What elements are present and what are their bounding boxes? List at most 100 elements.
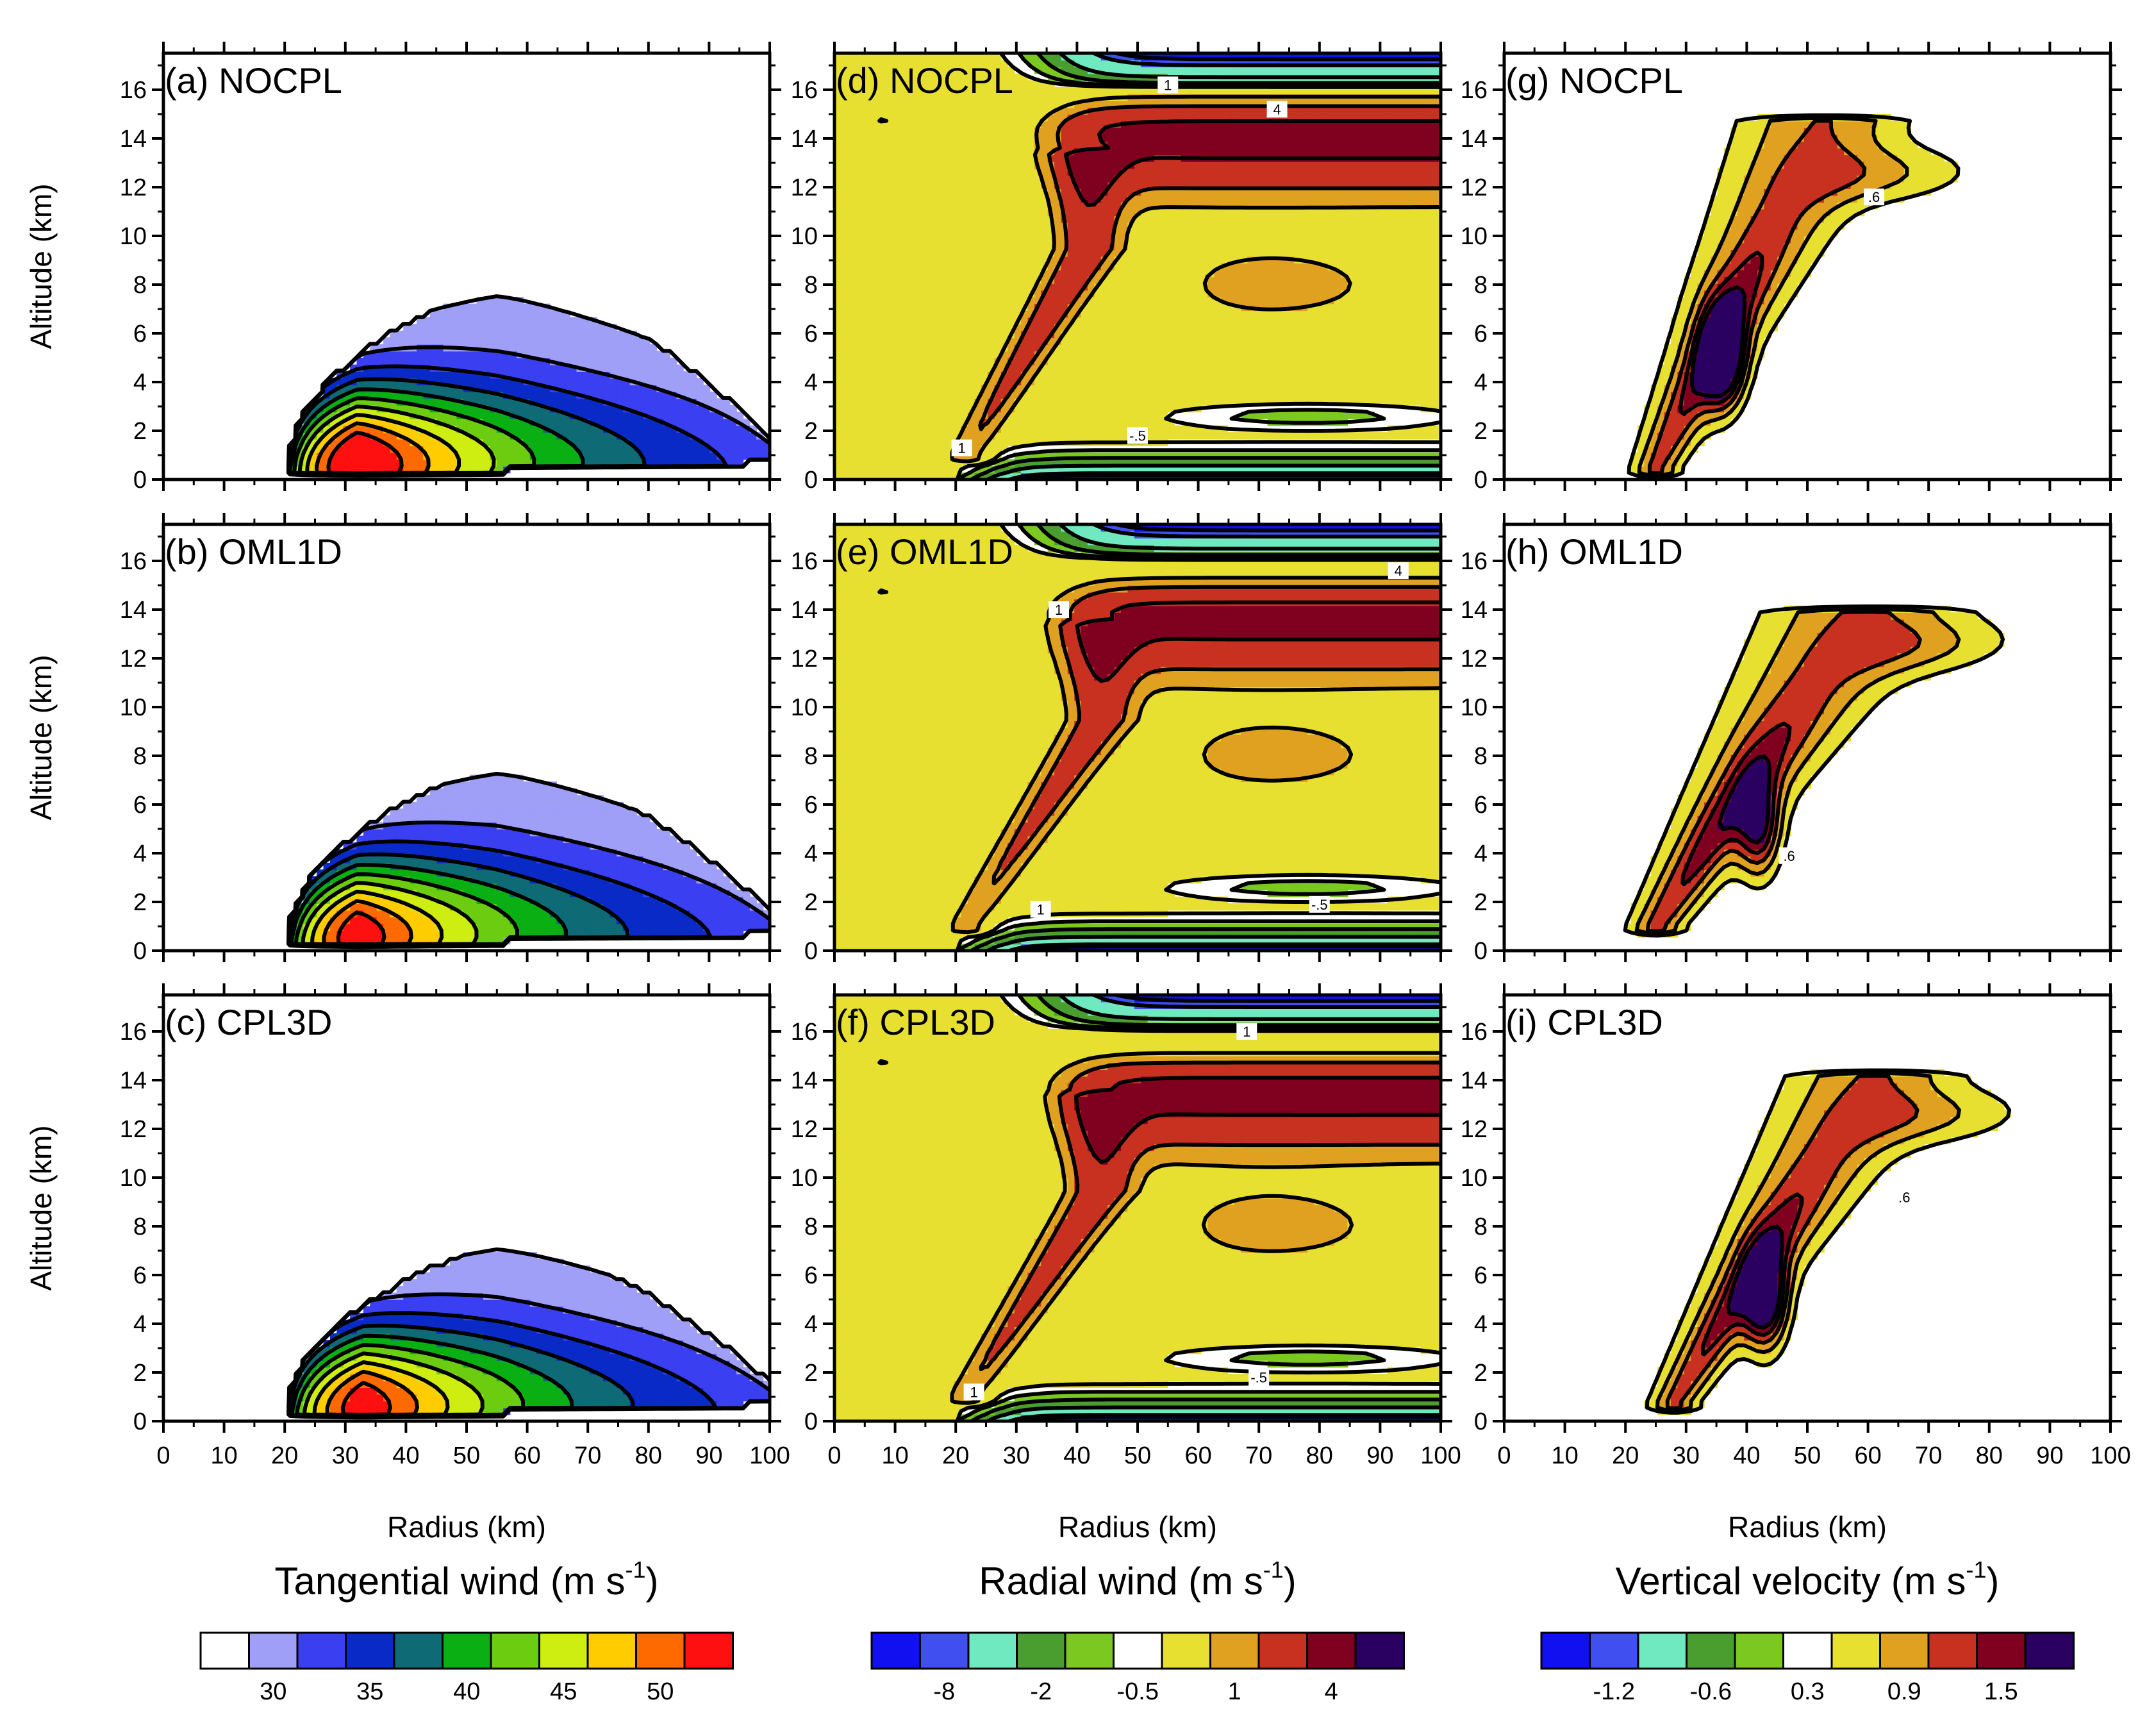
contour-fill-cell <box>643 438 651 447</box>
contour-fill-cell <box>629 1326 637 1334</box>
contour-fill-cell <box>676 883 684 890</box>
contour-fill-cell <box>1188 425 1195 433</box>
contour-fill-cell <box>543 330 551 338</box>
contour-fill-cell <box>536 862 544 871</box>
contour-fill-cell <box>616 358 624 365</box>
contour-fill-cell <box>603 459 611 467</box>
contour-fill-cell <box>609 815 617 823</box>
contour-fill-cell <box>629 425 637 433</box>
contour-fill-cell <box>1107 412 1115 419</box>
contour-fill-cell <box>603 1285 611 1294</box>
contour-fill-cell <box>403 917 411 924</box>
contour-fill-cell <box>629 412 637 419</box>
contour-fill-cell <box>517 1252 524 1260</box>
contour-fill-cell <box>317 419 324 426</box>
contour-fill-cell <box>756 903 764 911</box>
contour-fill-cell <box>656 876 664 884</box>
contour-fill-cell <box>1121 404 1129 413</box>
contour-fill-cell <box>456 1367 464 1374</box>
contour-fill-cell <box>716 432 724 440</box>
contour-fill-cell <box>676 849 684 857</box>
contour-fill-cell <box>383 371 391 379</box>
contour-fill-cell <box>543 822 551 830</box>
contour-fill-cell <box>383 1360 391 1368</box>
contour-fill-cell <box>596 862 604 871</box>
contour-fill-cell <box>490 795 497 803</box>
contour-fill-cell <box>556 337 564 345</box>
contour-fill-cell <box>456 371 464 379</box>
contour-fill-cell <box>729 432 737 440</box>
contour-fill-cell <box>549 438 558 447</box>
contour-fill-cell <box>1327 459 1335 467</box>
contour-fill-cell <box>383 1326 391 1334</box>
contour-fill-cell <box>490 1407 497 1415</box>
contour-fill-cell <box>1094 391 1102 399</box>
contour-fill-cell <box>443 788 451 796</box>
contour-fill-cell <box>854 404 862 413</box>
contour-fill-cell <box>683 419 691 426</box>
contour-fill-cell <box>629 910 637 918</box>
contour-fill-cell <box>490 412 497 419</box>
contour-fill-cell <box>1074 419 1082 426</box>
contour-fill-cell <box>463 1272 470 1280</box>
contour-fill-cell <box>563 310 570 318</box>
contour-fill-cell <box>523 351 531 358</box>
contour-fill-cell <box>609 835 617 843</box>
contour-fill-cell <box>450 337 458 345</box>
contour-fill-cell <box>683 446 691 453</box>
contour-fill-cell <box>503 856 511 863</box>
contour-fill-cell <box>603 385 611 392</box>
contour-fill-cell <box>1041 398 1049 406</box>
contour-fill-cell <box>523 869 531 877</box>
contour-fill-cell <box>663 1340 670 1347</box>
contour-fill-cell <box>423 432 431 440</box>
contour-fill-cell <box>914 446 922 453</box>
contour-fill-cell <box>543 890 551 897</box>
contour-fill-cell <box>417 1340 424 1347</box>
contour-fill-cell <box>403 842 411 850</box>
contour-fill-cell <box>623 364 631 372</box>
contour-fill-cell <box>450 385 458 392</box>
contour-fill-cell <box>510 330 517 338</box>
contour-fill-cell <box>549 371 558 379</box>
contour-fill-cell <box>343 404 351 413</box>
contour-fill-cell <box>590 432 597 440</box>
contour-fill-cell <box>616 378 624 386</box>
contour-fill-cell <box>927 438 935 447</box>
contour-fill-cell <box>1067 419 1075 426</box>
contour-fill-cell <box>383 1313 391 1321</box>
contour-fill-cell <box>536 896 544 904</box>
contour-fill-cell <box>410 829 417 837</box>
contour-fill-cell <box>350 1367 358 1374</box>
contour-fill-cell <box>649 371 658 379</box>
contour-fill-cell <box>496 896 504 904</box>
contour-fill-cell <box>450 923 458 931</box>
contour-fill-cell <box>423 371 431 379</box>
contour-fill-cell <box>636 903 644 911</box>
contour-fill-cell <box>881 446 888 453</box>
contour-fill-cell <box>403 1394 411 1402</box>
contour-fill-cell <box>329 438 338 447</box>
contour-fill-cell <box>470 1272 477 1280</box>
contour-fill-cell <box>1347 459 1355 467</box>
contour-fill-cell <box>609 351 617 358</box>
contour-fill-cell <box>583 923 591 931</box>
contour-fill-cell <box>921 438 929 447</box>
contour-fill-cell <box>1254 412 1262 419</box>
contour-fill-cell <box>623 398 631 406</box>
contour-fill-cell <box>510 842 517 850</box>
contour-fill-cell <box>703 452 711 460</box>
contour-fill-cell <box>690 910 697 918</box>
contour-fill-cell <box>556 815 564 823</box>
contour-fill-cell <box>623 862 631 871</box>
contour-fill-cell <box>670 404 677 413</box>
contour-fill-cell <box>549 923 558 931</box>
contour-fill-cell <box>536 842 544 850</box>
contour-fill-cell <box>517 310 524 318</box>
contour-fill-cell <box>490 1272 497 1280</box>
contour-fill-cell <box>914 452 922 460</box>
contour-fill-cell <box>383 358 391 365</box>
contour-fill-cell <box>1127 391 1135 399</box>
contour-fill-cell <box>523 1306 531 1314</box>
contour-fill-cell <box>343 1374 351 1381</box>
